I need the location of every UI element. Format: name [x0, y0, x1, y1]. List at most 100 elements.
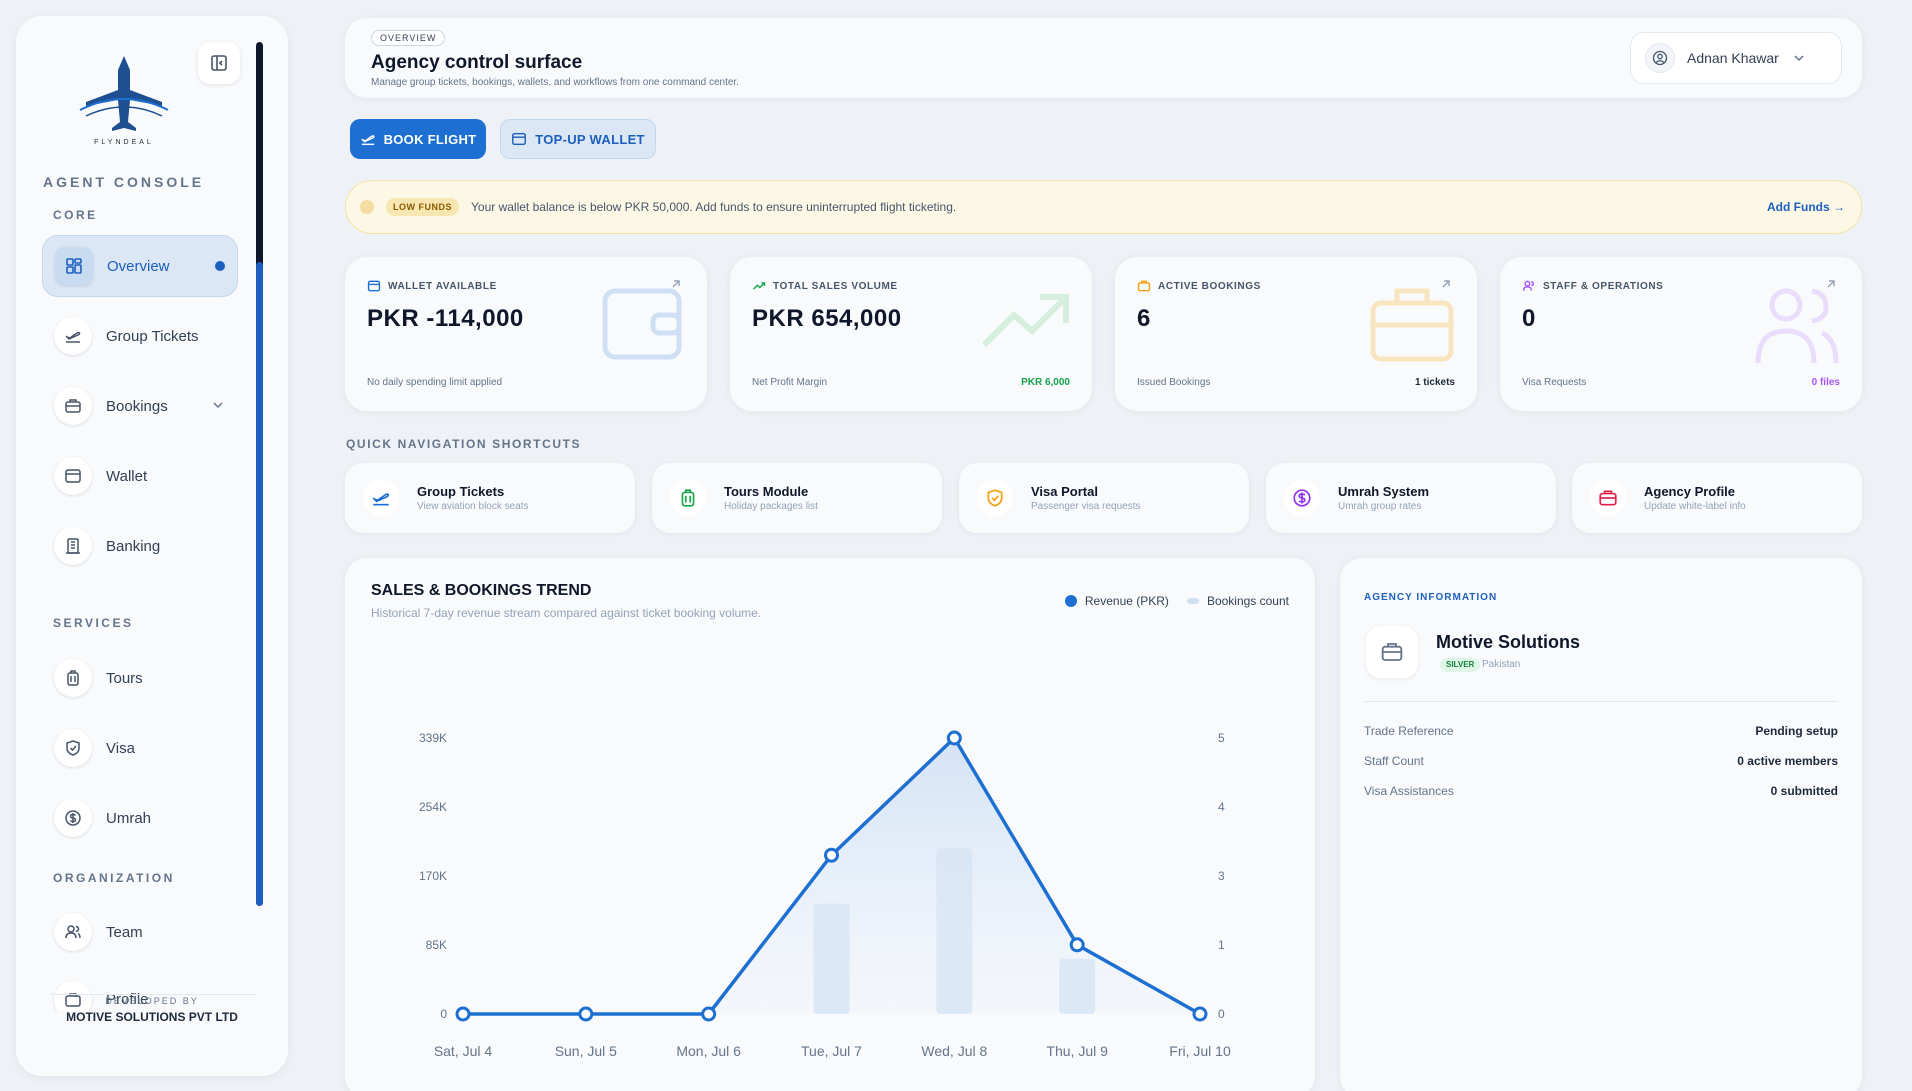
dollar-circle-icon — [54, 799, 92, 837]
plane-takeoff-icon — [360, 135, 375, 146]
info-key: Staff Count — [1364, 754, 1424, 768]
stat-footer: Net Profit Margin — [752, 377, 828, 388]
quick-nav-group-tickets[interactable]: Group Tickets View aviation block seats — [345, 463, 635, 533]
sidebar-item-label: Profile — [106, 991, 149, 1008]
add-funds-link[interactable]: Add Funds → — [1767, 200, 1845, 214]
stat-card-sales[interactable]: TOTAL SALES VOLUME PKR 654,000 Net Profi… — [730, 257, 1092, 411]
stat-footer: Issued Bookings — [1137, 377, 1211, 388]
sidebar-item-label: Bookings — [106, 397, 168, 415]
stat-card-bookings[interactable]: ACTIVE BOOKINGS 6 Issued Bookings 1 tick… — [1115, 257, 1477, 411]
sidebar-item-label: Tours — [106, 669, 143, 687]
page-title: Agency control surface — [371, 52, 583, 73]
sidebar-item-label: Group Tickets — [106, 327, 199, 345]
quick-nav-desc: Passenger visa requests — [1031, 501, 1141, 512]
quick-nav-visa[interactable]: Visa Portal Passenger visa requests — [959, 463, 1249, 533]
sidebar-collapse-icon — [211, 55, 227, 71]
y-right-tick-label: 1 — [1218, 938, 1225, 952]
chevron-down-icon[interactable] — [212, 399, 224, 411]
chart-legend: Revenue (PKR) Bookings count — [1064, 594, 1289, 608]
info-value: 0 active members — [1737, 754, 1838, 768]
sidebar-item-tours[interactable]: Tours — [42, 647, 238, 709]
sidebar-item-bookings[interactable]: Bookings — [42, 375, 238, 437]
sidebar-scrollbar-thumb[interactable] — [256, 262, 263, 906]
user-menu-button[interactable]: Adnan Khawar — [1630, 32, 1842, 84]
wallet-icon — [512, 132, 527, 146]
bank-icon — [54, 527, 92, 565]
sidebar: FLYNDEAL AGENT CONSOLE CORE Overview Gro… — [16, 16, 288, 1076]
x-tick-label: Tue, Jul 7 — [801, 1043, 862, 1059]
luggage-icon — [54, 659, 92, 697]
sidebar-item-group-tickets[interactable]: Group Tickets — [42, 305, 238, 367]
trending-up-icon — [753, 282, 766, 290]
x-tick-label: Fri, Jul 10 — [1169, 1043, 1231, 1059]
sidebar-item-label: Wallet — [106, 467, 148, 485]
sidebar-item-overview[interactable]: Overview — [42, 235, 238, 297]
low-funds-alert: LOW FUNDS Your wallet balance is below P… — [345, 180, 1862, 234]
wallet-watermark-icon — [602, 288, 682, 360]
stat-card-wallet[interactable]: WALLET AVAILABLE PKR -114,000 No daily s… — [345, 257, 707, 411]
quick-nav-name: Umrah System — [1338, 484, 1430, 499]
sidebar-item-label: Banking — [106, 537, 161, 555]
user-name: Adnan Khawar — [1687, 50, 1779, 66]
stat-card-header: WALLET AVAILABLE — [367, 279, 497, 293]
arrow-up-right-icon[interactable] — [1441, 279, 1451, 289]
sidebar-item-visa[interactable]: Visa — [42, 717, 238, 779]
quick-nav-name: Tours Module — [724, 484, 809, 499]
quick-nav-name: Group Tickets — [417, 484, 505, 499]
chevron-down-icon — [1794, 55, 1804, 62]
sales-bookings-chart-panel: 0 85K 170K 254K 339K 0 1 3 4 5 Sat, Jul 4 Sun, Jul … — [345, 558, 1315, 1091]
sidebar-item-label: Visa — [106, 739, 135, 757]
arrow-up-right-icon[interactable] — [1826, 279, 1836, 289]
sidebar-item-label: Umrah — [106, 809, 152, 827]
stat-footer: Visa Requests — [1522, 377, 1587, 388]
grid-icon — [55, 247, 93, 285]
info-value: Pending setup — [1755, 724, 1838, 738]
quick-nav-title: QUICK NAVIGATION SHORTCUTS — [346, 437, 582, 451]
briefcase-watermark-icon — [1370, 288, 1454, 362]
stat-value: 0 — [1522, 305, 1536, 332]
quick-nav-agency-profile[interactable]: Agency Profile Update white-label info — [1572, 463, 1862, 533]
sidebar-scrollbar[interactable] — [256, 42, 263, 906]
legend-bookings-label: Bookings count — [1206, 594, 1289, 608]
users-watermark-icon — [1755, 288, 1839, 364]
stat-title: WALLET AVAILABLE — [388, 280, 497, 292]
stat-value: PKR -114,000 — [367, 305, 524, 332]
sidebar-item-team[interactable]: Team — [42, 901, 238, 963]
stat-card-staff[interactable]: STAFF & OPERATIONS 0 Visa Requests 0 fil… — [1500, 257, 1862, 411]
quick-nav-desc: Holiday packages list — [724, 501, 818, 512]
luggage-icon — [670, 480, 706, 516]
sidebar-item-umrah[interactable]: Umrah — [42, 787, 238, 849]
developer-name: MOTIVE SOLUTIONS PVT LTD — [66, 1010, 238, 1024]
agency-country: Pakistan — [1482, 659, 1521, 670]
sidebar-item-banking[interactable]: Banking — [42, 515, 238, 577]
agency-divider — [1364, 701, 1838, 702]
sidebar-item-profile[interactable]: Profile — [42, 971, 238, 1011]
revenue-point — [946, 730, 962, 746]
brand-logo[interactable]: FLYNDEAL — [72, 50, 176, 150]
net-profit-value: PKR 6,000 — [1021, 377, 1070, 388]
shield-icon — [54, 729, 92, 767]
arrow-up-right-icon[interactable] — [671, 279, 681, 289]
sidebar-item-wallet[interactable]: Wallet — [42, 445, 238, 507]
quick-nav-tours[interactable]: Tours Module Holiday packages list — [652, 463, 942, 533]
section-label-core: CORE — [53, 208, 98, 222]
sidebar-collapse-button[interactable] — [198, 42, 240, 84]
tickets-count: 1 tickets — [1414, 377, 1455, 388]
sales-bookings-chart: 0 85K 170K 254K 339K 0 1 3 4 5 Sat, Jul 4 Sun, Jul … — [419, 730, 1231, 1059]
quick-nav-name: Agency Profile — [1644, 484, 1736, 499]
wallet-icon — [54, 457, 92, 495]
developed-by-label: DEVELOPED BY — [105, 996, 199, 1006]
x-tick-label: Sat, Jul 4 — [434, 1043, 493, 1059]
topup-wallet-button[interactable]: TOP-UP WALLET — [500, 119, 656, 159]
briefcase-icon — [54, 387, 92, 425]
section-label-services: SERVICES — [53, 616, 134, 630]
legend-bookings-marker — [1186, 598, 1199, 604]
quick-nav-desc: Umrah group rates — [1338, 501, 1422, 512]
x-tick-label: Sun, Jul 5 — [555, 1043, 617, 1059]
stat-title: TOTAL SALES VOLUME — [773, 280, 898, 292]
y-right-tick-label: 3 — [1218, 869, 1225, 883]
quick-nav-umrah[interactable]: Umrah System Umrah group rates — [1266, 463, 1556, 533]
active-indicator-dot — [215, 261, 225, 271]
book-flight-button[interactable]: BOOK FLIGHT — [350, 119, 486, 159]
stat-card-header: STAFF & OPERATIONS — [1522, 279, 1663, 293]
